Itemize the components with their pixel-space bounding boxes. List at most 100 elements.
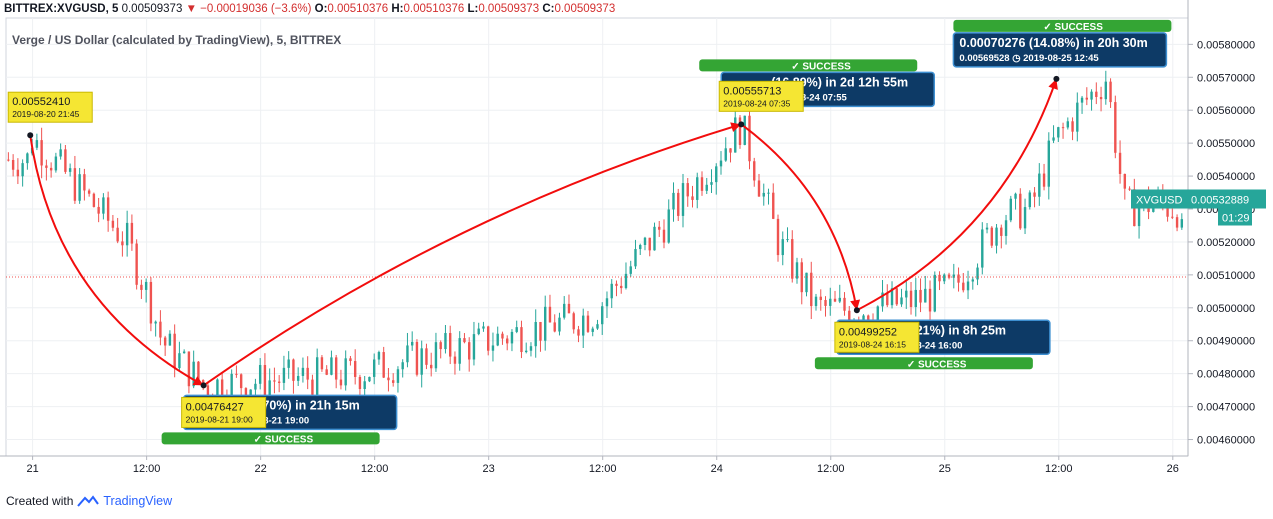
y-tick-label: 0.00520000	[1197, 237, 1255, 249]
candle-body	[235, 373, 238, 375]
candle-body	[577, 329, 580, 336]
price-tag-countdown-box	[1218, 208, 1252, 226]
candle-body	[121, 241, 124, 246]
candle-body	[933, 274, 936, 312]
price-value: 0.00555713	[723, 85, 781, 97]
y-tick-label: 0.00550000	[1197, 138, 1255, 150]
pivot-arrow	[203, 123, 742, 387]
x-tick-label: 12:00	[589, 463, 617, 475]
candle-body	[1180, 219, 1184, 228]
candle-body	[658, 226, 661, 230]
candle-body	[914, 289, 917, 308]
symbol-label: BITTREX:XVGUSD, 5	[4, 3, 119, 15]
candle-body	[662, 229, 666, 243]
low-label: L:	[467, 3, 479, 15]
pivot-arrow	[740, 123, 858, 311]
success-label: ✓ SUCCESS	[1043, 22, 1103, 33]
price-tag-symbol: XVGUSD	[1136, 194, 1183, 206]
candle-body	[458, 338, 461, 364]
candle-body	[277, 381, 281, 383]
y-tick-label: 0.00460000	[1197, 435, 1255, 447]
candle-body	[814, 296, 818, 307]
pivot-dot	[853, 307, 860, 314]
candle-body	[586, 315, 590, 332]
candle-body	[705, 184, 708, 191]
candle-body	[334, 357, 338, 380]
candle-body	[387, 377, 390, 381]
callout: ✓ SUCCESS 0.00070276 (14.08%) in 20h 30m 0…	[952, 19, 1172, 68]
candle-body	[534, 321, 537, 347]
candle-body	[49, 167, 53, 171]
candle-body	[339, 379, 343, 386]
open-value: 0.00510376	[327, 3, 389, 15]
candle-body	[691, 196, 694, 200]
candle-body	[677, 192, 680, 216]
candle-body	[772, 192, 775, 219]
candle-body	[491, 345, 495, 351]
price-value: 0.00552410	[12, 96, 70, 108]
arrow-head	[192, 376, 204, 386]
candle-body	[83, 174, 86, 191]
candle-body	[377, 352, 381, 360]
tradingview-logo-icon	[77, 495, 100, 507]
y-tick-label: 0.00500000	[1197, 303, 1255, 315]
candle-body	[610, 283, 613, 299]
grid	[5, 17, 1189, 457]
candle-body	[45, 165, 48, 168]
candle-body	[292, 359, 295, 381]
candle-body	[572, 313, 575, 330]
candle-body	[981, 229, 984, 268]
candle-body	[301, 367, 305, 376]
candle-body	[7, 159, 10, 161]
chart-subtitle: Verge / US Dollar (calculated by Trading…	[12, 33, 342, 47]
x-axis: 21 12:00 22 12:00 23 12:00 24 12:00 25 12:00 26	[0, 455, 1188, 475]
candle-body	[125, 222, 129, 246]
candle-body	[16, 169, 20, 177]
last-price: 0.00509373	[121, 3, 183, 15]
candle-body	[563, 303, 566, 318]
candle-body	[468, 342, 471, 360]
candle-body	[130, 222, 134, 244]
candle-body	[900, 297, 903, 305]
candle-body	[620, 285, 623, 289]
pivot-arrows	[27, 75, 1060, 389]
pivot-dot	[738, 121, 745, 128]
candle-body	[672, 192, 675, 210]
candle-body	[487, 326, 490, 351]
candle-body	[1175, 217, 1179, 228]
candle-body	[1047, 140, 1051, 187]
candle-body	[1057, 127, 1060, 138]
candle-body	[244, 388, 248, 399]
candle-body	[1076, 102, 1079, 132]
candle-body	[163, 337, 167, 346]
candle-body	[729, 148, 732, 153]
candle-body	[344, 358, 347, 386]
candle-body	[59, 149, 62, 157]
candle-body	[249, 389, 252, 399]
candle-body	[144, 281, 148, 290]
candle-body	[391, 380, 395, 383]
candle-body	[843, 297, 846, 311]
candle-body	[881, 292, 884, 307]
candle-body	[1118, 152, 1122, 174]
pivot-arrow	[29, 135, 205, 387]
candle-body	[159, 321, 162, 338]
candle-body	[64, 149, 67, 172]
candle-body	[786, 239, 789, 241]
price-value: 0.00499252	[839, 326, 897, 338]
stats-date: 2019-08-24 07:55	[771, 92, 847, 103]
candle-body	[425, 348, 428, 365]
candle-body	[1042, 173, 1046, 187]
y-tick-label: 0.00540000	[1197, 171, 1255, 183]
candle-body	[833, 298, 837, 302]
candle-body	[591, 328, 594, 332]
tradingview-link[interactable]: TradingView	[103, 494, 173, 508]
success-badge	[953, 19, 1172, 32]
candle-body	[624, 273, 628, 289]
candle-body	[287, 359, 290, 368]
y-tick-label: 0.00580000	[1197, 39, 1255, 51]
candle-body	[539, 321, 542, 341]
candle-body	[601, 306, 604, 325]
candle-body	[382, 352, 385, 378]
